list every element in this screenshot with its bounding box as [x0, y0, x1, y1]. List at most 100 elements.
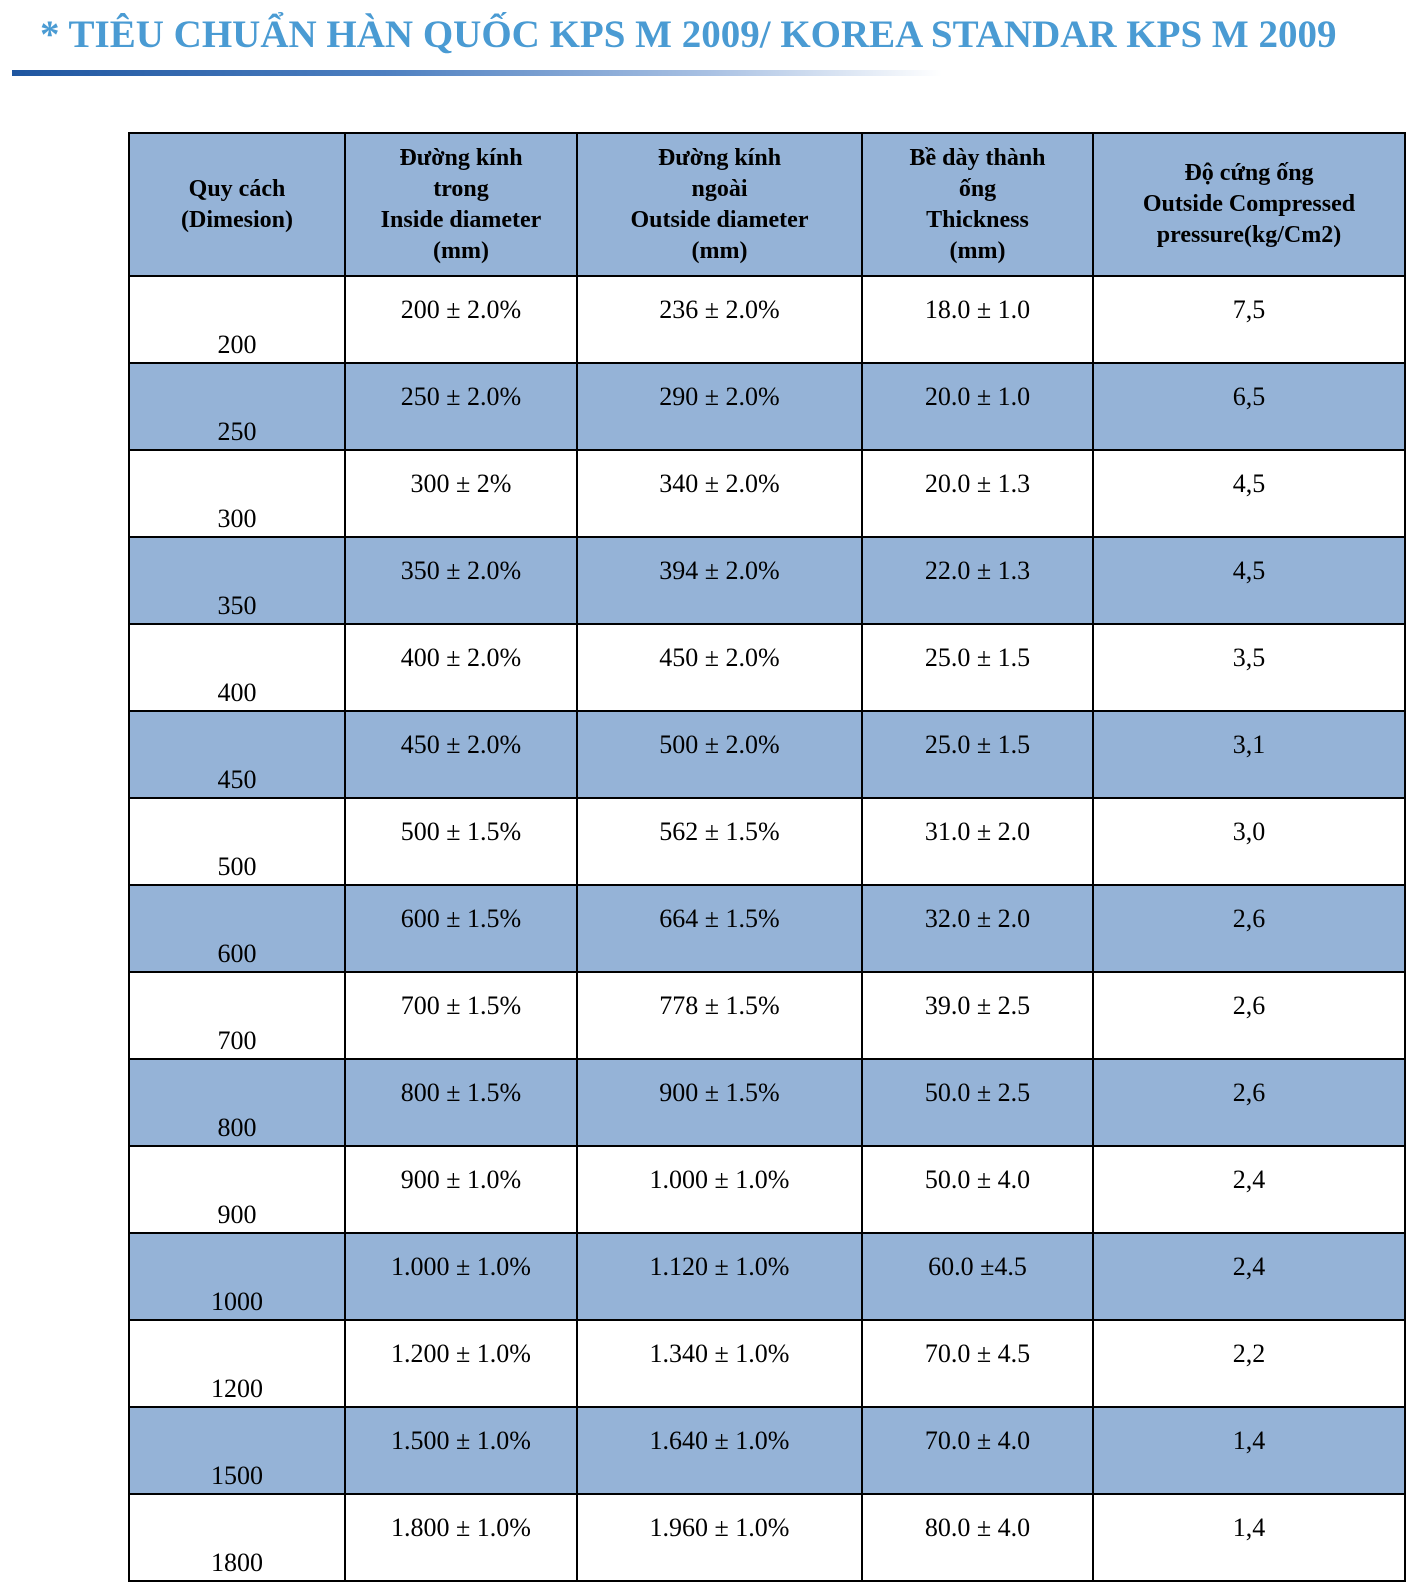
cell-compressed-pressure: 2,6	[1092, 884, 1406, 973]
cell-dimension: 800	[128, 1058, 346, 1147]
cell-inside-diameter: 300 ± 2%	[344, 449, 578, 538]
cell-compressed-pressure: 2,4	[1092, 1232, 1406, 1321]
header-line: pressure(kg/Cm2)	[1156, 222, 1342, 248]
cell-compressed-pressure: 2,6	[1092, 1058, 1406, 1147]
cell-outside-diameter: 664 ± 1.5%	[576, 884, 863, 973]
cell-inside-diameter: 900 ± 1.0%	[344, 1145, 578, 1234]
header-line: trong	[433, 175, 489, 202]
cell-inside-diameter: 600 ± 1.5%	[344, 884, 578, 973]
cell-outside-diameter: 1.000 ± 1.0%	[576, 1145, 863, 1234]
header-line: (mm)	[949, 237, 1006, 264]
cell-thickness: 32.0 ± 2.0	[861, 884, 1094, 973]
cell-compressed-pressure: 4,5	[1092, 536, 1406, 625]
cell-inside-diameter: 250 ± 2.0%	[344, 362, 578, 451]
cell-dimension: 600	[128, 884, 346, 973]
cell-compressed-pressure: 2,2	[1092, 1319, 1406, 1408]
table-row: 400 400 ± 2.0% 450 ± 2.0% 25.0 ± 1.5 3,5	[128, 623, 1406, 712]
cell-dimension: 700	[128, 971, 346, 1060]
cell-compressed-pressure: 2,4	[1092, 1145, 1406, 1234]
cell-outside-diameter: 500 ± 2.0%	[576, 710, 863, 799]
table-row: 200 200 ± 2.0% 236 ± 2.0% 18.0 ± 1.0 7,5	[128, 275, 1406, 364]
table-header-row: Quy cách (Dimesion) Đường kính trong Inside …	[128, 132, 1406, 277]
table-row: 1200 1.200 ± 1.0% 1.340 ± 1.0% 70.0 ± 4.5 2,…	[128, 1319, 1406, 1408]
header-line: (mm)	[433, 237, 489, 264]
cell-inside-diameter: 350 ± 2.0%	[344, 536, 578, 625]
cell-compressed-pressure: 4,5	[1092, 449, 1406, 538]
cell-thickness: 25.0 ± 1.5	[861, 623, 1094, 712]
header-inside-diameter: Đường kính trong Inside diameter (mm)	[344, 132, 578, 277]
header-outside-diameter: Đường kính ngoài Outside diameter (mm)	[576, 132, 863, 277]
table-row: 1500 1.500 ± 1.0% 1.640 ± 1.0% 70.0 ± 4.0 1,…	[128, 1406, 1406, 1495]
header-line: Độ cứng ống	[1184, 160, 1314, 186]
cell-thickness: 25.0 ± 1.5	[861, 710, 1094, 799]
header-line: Outside diameter	[630, 206, 809, 233]
cell-thickness: 70.0 ± 4.5	[861, 1319, 1094, 1408]
header-line: Bề dày thành	[909, 144, 1046, 171]
cell-outside-diameter: 290 ± 2.0%	[576, 362, 863, 451]
cell-dimension: 400	[128, 623, 346, 712]
cell-dimension: 1500	[128, 1406, 346, 1495]
table-row: 700 700 ± 1.5% 778 ± 1.5% 39.0 ± 2.5 2,6	[128, 971, 1406, 1060]
cell-dimension: 300	[128, 449, 346, 538]
cell-inside-diameter: 500 ± 1.5%	[344, 797, 578, 886]
cell-dimension: 1200	[128, 1319, 346, 1408]
table-row: 350 350 ± 2.0% 394 ± 2.0% 22.0 ± 1.3 4,5	[128, 536, 1406, 625]
table-row: 300 300 ± 2% 340 ± 2.0% 20.0 ± 1.3 4,5	[128, 449, 1406, 538]
table-row: 1000 1.000 ± 1.0% 1.120 ± 1.0% 60.0 ±4.5 2,4	[128, 1232, 1406, 1321]
cell-compressed-pressure: 7,5	[1092, 275, 1406, 364]
header-line: (Dimesion)	[181, 206, 293, 233]
cell-inside-diameter: 1.200 ± 1.0%	[344, 1319, 578, 1408]
cell-dimension: 250	[128, 362, 346, 451]
cell-thickness: 80.0 ± 4.0	[861, 1493, 1094, 1582]
header-thickness: Bề dày thành ống Thickness (mm)	[861, 132, 1094, 277]
cell-inside-diameter: 1.500 ± 1.0%	[344, 1406, 578, 1495]
cell-inside-diameter: 1.000 ± 1.0%	[344, 1232, 578, 1321]
cell-thickness: 31.0 ± 2.0	[861, 797, 1094, 886]
cell-inside-diameter: 400 ± 2.0%	[344, 623, 578, 712]
cell-outside-diameter: 450 ± 2.0%	[576, 623, 863, 712]
header-line: Thickness	[926, 206, 1029, 233]
cell-dimension: 350	[128, 536, 346, 625]
cell-inside-diameter: 800 ± 1.5%	[344, 1058, 578, 1147]
header-line: Outside Compressed	[1142, 191, 1356, 217]
cell-compressed-pressure: 3,0	[1092, 797, 1406, 886]
cell-thickness: 60.0 ±4.5	[861, 1232, 1094, 1321]
header-line: Đường kính	[657, 144, 782, 171]
cell-outside-diameter: 340 ± 2.0%	[576, 449, 863, 538]
header-line: ngoài	[691, 175, 748, 202]
cell-thickness: 22.0 ± 1.3	[861, 536, 1094, 625]
table-row: 250 250 ± 2.0% 290 ± 2.0% 20.0 ± 1.0 6,5	[128, 362, 1406, 451]
page-title: * TIÊU CHUẨN HÀN QUỐC KPS M 2009/ KOREA …	[40, 13, 1337, 56]
cell-inside-diameter: 700 ± 1.5%	[344, 971, 578, 1060]
cell-outside-diameter: 1.340 ± 1.0%	[576, 1319, 863, 1408]
cell-thickness: 18.0 ± 1.0	[861, 275, 1094, 364]
cell-inside-diameter: 450 ± 2.0%	[344, 710, 578, 799]
table-row: 800 800 ± 1.5% 900 ± 1.5% 50.0 ± 2.5 2,6	[128, 1058, 1406, 1147]
cell-outside-diameter: 394 ± 2.0%	[576, 536, 863, 625]
cell-compressed-pressure: 3,5	[1092, 623, 1406, 712]
cell-outside-diameter: 900 ± 1.5%	[576, 1058, 863, 1147]
table-row: 450 450 ± 2.0% 500 ± 2.0% 25.0 ± 1.5 3,1	[128, 710, 1406, 799]
cell-outside-diameter: 1.960 ± 1.0%	[576, 1493, 863, 1582]
cell-compressed-pressure: 1,4	[1092, 1406, 1406, 1495]
cell-thickness: 50.0 ± 4.0	[861, 1145, 1094, 1234]
specification-table: Quy cách (Dimesion) Đường kính trong Inside …	[128, 132, 1406, 1582]
cell-outside-diameter: 778 ± 1.5%	[576, 971, 863, 1060]
title-underline	[12, 70, 942, 76]
cell-thickness: 70.0 ± 4.0	[861, 1406, 1094, 1495]
cell-compressed-pressure: 1,4	[1092, 1493, 1406, 1582]
header-line: Đường kính	[399, 144, 523, 171]
header-line: Quy cách	[188, 175, 286, 202]
cell-dimension: 200	[128, 275, 346, 364]
cell-thickness: 20.0 ± 1.3	[861, 449, 1094, 538]
header-dimension: Quy cách (Dimesion)	[128, 132, 346, 277]
cell-outside-diameter: 562 ± 1.5%	[576, 797, 863, 886]
cell-compressed-pressure: 3,1	[1092, 710, 1406, 799]
cell-inside-diameter: 1.800 ± 1.0%	[344, 1493, 578, 1582]
header-line: Inside diameter	[380, 206, 542, 233]
cell-thickness: 50.0 ± 2.5	[861, 1058, 1094, 1147]
header-line: ống	[958, 175, 997, 202]
header-line: (mm)	[691, 237, 748, 264]
table-row: 900 900 ± 1.0% 1.000 ± 1.0% 50.0 ± 4.0 2,4	[128, 1145, 1406, 1234]
header-compressed-pressure: Độ cứng ống Outside Compressed pressure(kg…	[1092, 132, 1406, 277]
